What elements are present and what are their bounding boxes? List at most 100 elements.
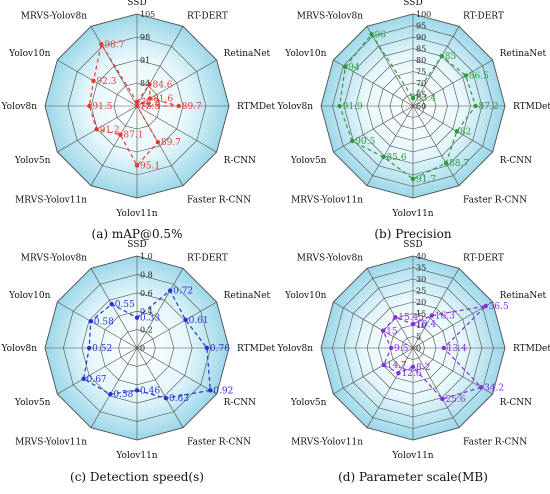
data-point [81,376,86,382]
grid-spoke [136,301,217,349]
data-label: 87.2 [479,102,499,112]
axis-label: RTMDet [513,344,550,354]
data-label: 13.4 [447,344,467,354]
tick-label: 0.4 [140,307,153,316]
axis-label: Yolov5n [290,156,327,166]
axis-label: RTMDet [513,102,550,112]
tick-label: 95 [416,22,426,31]
grid-spoke [412,105,493,153]
grid-spoke [57,301,138,349]
data-point [147,82,152,87]
data-label: 85.6 [387,153,407,163]
axis-label: RT-DERT [187,11,228,21]
tick-label: 0.6 [140,289,153,298]
data-point [337,103,342,109]
data-label: 75.3 [140,102,160,112]
data-label: 0.55 [115,300,135,310]
axis-label: RTMDet [237,102,275,112]
grid-spoke [366,26,414,107]
tick-label: 80 [416,56,426,65]
data-point [478,385,484,390]
grid-spoke [136,347,217,395]
tick-label: 25 [416,287,426,296]
data-label: 0.72 [173,287,193,297]
axis-label: Faster R-CNN [463,438,527,448]
data-label: 0.46 [140,386,160,396]
data-label: 89.7 [182,102,202,112]
tick-label: 60 [416,102,426,111]
axis-label: SSD [403,240,422,250]
data-point [369,32,374,37]
axis-label: RetinaNet [500,291,547,301]
axis-label: MRVS-Yolov11n [291,196,363,206]
tick-label: 1.0 [140,252,153,261]
data-label: 84.6 [152,80,172,90]
radar-panel-3: 0 0.2 0.4 0.6 0.8 1.0 SSD RT-DERT RetinaNet RTMDe… [1,240,276,484]
axis-label: MRVS-Yolov11n [15,196,87,206]
data-label: 36.5 [489,302,509,312]
data-label: 95.1 [140,161,160,171]
axis-label: Yolov10n [8,49,50,59]
data-label: 82 [460,127,471,137]
data-point [94,127,99,132]
axis-label: SSD [403,0,422,8]
data-label: 92.3 [96,77,116,87]
tick-label: 30 [416,275,426,284]
data-point [204,345,210,351]
axis-label: MRVS-Yolov11n [15,438,87,448]
data-label: 0.58 [94,317,114,327]
data-point [473,103,478,109]
data-point [155,139,161,145]
grid-spoke [333,105,414,153]
axis-label: Yolov5n [14,398,51,408]
axis-label: Faster R-CNN [187,196,251,206]
axis-label: SSD [127,0,146,8]
data-point [163,395,169,401]
data-label: 15 [386,327,398,337]
data-label: 96 [375,30,387,40]
grid-spoke [366,105,414,186]
grid-spoke [57,347,138,395]
tick-label: 5 [416,333,421,342]
axis-label: Faster R-CNN [463,196,527,206]
data-point [183,317,188,323]
grid-spoke [136,268,184,349]
data-label: 98.7 [104,40,124,50]
data-point [108,392,113,397]
axis-label: R-CNN [224,398,257,408]
data-label: 34.2 [484,383,504,393]
radar-panel-4: 0 5 10 15 20 25 30 35 40 SSD RT-DERT RetinaNet RTMDe… [277,240,550,484]
data-point [440,396,445,402]
radar-panel-1: 77849198105SSDRT-DERTRetinaNetRTMDetR-CN… [1,0,276,241]
grid-spoke [136,26,184,107]
axis-label: R-CNN [500,398,533,408]
data-label: 91.7 [416,175,436,185]
axis-label: RetinaNet [224,291,271,301]
data-label: 87.1 [123,131,143,141]
data-label: 81.6 [153,94,173,104]
tick-label: 0 [416,344,421,353]
data-point [91,78,96,84]
data-point [463,73,468,78]
axis-label: Faster R-CNN [187,438,251,448]
axis-label: Yolov8n [277,102,314,112]
data-point [483,303,488,309]
data-label: 85 [445,52,457,62]
data-label: 86.5 [469,72,489,82]
data-label: 63.4 [416,94,436,104]
axis-label: MRVS-Yolov8n [21,11,87,21]
data-point [396,370,401,376]
grid-spoke [90,26,138,107]
data-point [441,345,447,351]
grid-spoke [366,268,414,349]
axis-label: RetinaNet [224,49,271,59]
data-point [410,176,416,182]
tick-label: 90 [416,33,426,42]
data-point [147,96,153,101]
grid-spoke [136,347,184,428]
axis-label: Yolov10n [8,291,50,301]
tick-label: 70 [416,79,426,88]
data-label: 91.5 [92,102,112,112]
axis-label: MRVS-Yolov8n [21,253,87,263]
data-label: 0.63 [169,394,189,404]
